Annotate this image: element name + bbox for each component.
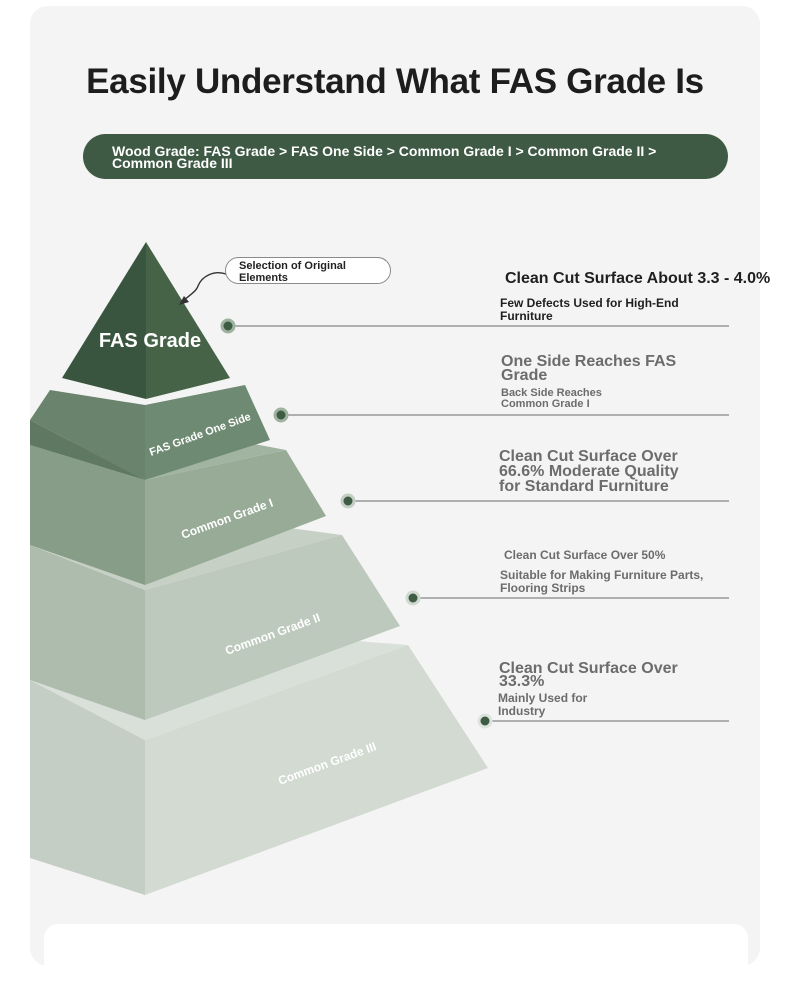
grade-sequence-banner: Wood Grade: FAS Grade > FAS One Side > C…: [83, 134, 728, 179]
tier-heading-common-grade-2: Clean Cut Surface Over 50%: [504, 548, 666, 562]
tier-detail-fas-one-side: Back Side Reaches Common Grade I: [501, 387, 602, 410]
tier-fas-one-side: FAS Grade One Side: [30, 385, 270, 480]
marker-dot-common-grade-1: [340, 493, 356, 509]
marker-dot-fas-one-side: [273, 407, 289, 423]
next-section-card: [44, 924, 748, 984]
tier-common-grade-3: Common Grade III: [30, 635, 488, 895]
tier-detail-common-grade-2: Suitable for Making Furniture Parts, Flo…: [500, 568, 704, 595]
tier-heading-fas-grade: Clean Cut Surface About 3.3 - 4.0%: [505, 270, 771, 287]
marker-dot-fas-grade: [220, 318, 236, 334]
callout-arrowhead: [179, 296, 189, 305]
page-title: Easily Understand What FAS Grade Is: [86, 62, 704, 101]
tier-label-fas-grade: FAS Grade: [99, 330, 201, 352]
tier-fas-grade: FAS Grade: [62, 242, 230, 399]
grade-pyramid: Common Grade III Common Grade II Common …: [30, 242, 729, 895]
callout-bubble: Selection of Original Elements: [225, 257, 391, 284]
tier-detail-fas-grade: Few Defects Used for High-End Furniture: [500, 296, 679, 323]
tier-heading-common-grade-3: Clean Cut Surface Over 33.3%: [499, 660, 678, 690]
tier-detail-common-grade-3: Mainly Used for Industry: [498, 691, 588, 718]
tier-heading-fas-one-side: One Side Reaches FAS Grade: [501, 353, 677, 384]
marker-dot-common-grade-2: [405, 590, 421, 606]
marker-dot-common-grade-3: [477, 713, 493, 729]
callout-arrow: [181, 272, 227, 303]
tier-heading-common-grade-1: Clean Cut Surface Over 66.6% Moderate Qu…: [499, 448, 679, 495]
